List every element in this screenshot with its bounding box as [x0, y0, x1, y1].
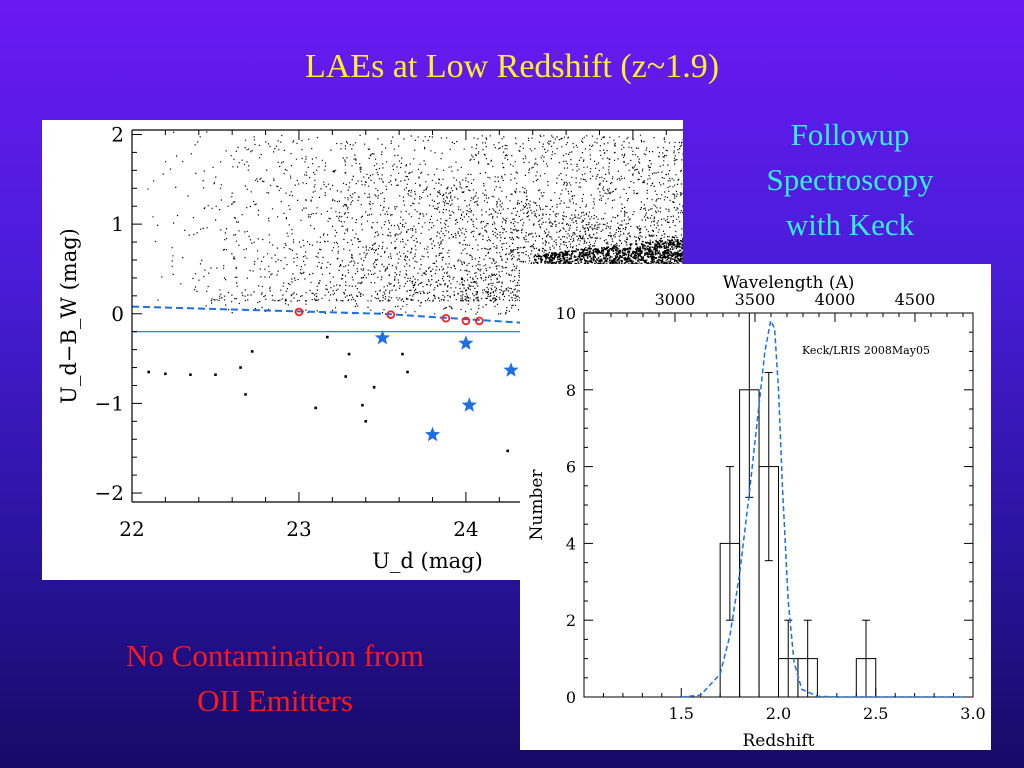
outlier-point — [244, 393, 247, 396]
y-tick-label: −1 — [95, 391, 124, 415]
x-tick-label: 3.0 — [960, 704, 985, 723]
outlier-point — [189, 373, 192, 377]
x-tick-label: 1.5 — [669, 704, 694, 723]
bottom-note-line: OII Emitters — [197, 683, 353, 718]
outlier-point — [364, 420, 368, 423]
y-tick-label: 0 — [566, 688, 576, 707]
bright-outliers — [147, 335, 560, 463]
side-note-line: Spectroscopy — [766, 162, 934, 197]
outlier-point — [401, 352, 404, 356]
lae-star-point — [424, 426, 441, 442]
red-circle-point — [474, 316, 484, 326]
outlier-point — [361, 403, 364, 407]
bottom-note-line: No Contamination from — [126, 638, 424, 673]
y-tick-label: 6 — [566, 458, 576, 477]
outlier-point — [314, 406, 317, 410]
x-tick-label: 22 — [119, 517, 144, 541]
y-tick-label: 4 — [566, 534, 576, 553]
bottom-note: No Contamination from OII Emitters — [60, 633, 490, 723]
x-axis-label: Redshift — [743, 731, 815, 750]
x-tick-label: 2.5 — [863, 704, 888, 723]
top-tick-label: 4500 — [895, 290, 936, 309]
x-tick-label: 24 — [453, 517, 478, 541]
side-note-line: Followup — [790, 117, 910, 152]
red-circle-point — [461, 316, 471, 326]
outlier-point — [147, 370, 150, 374]
outlier-point — [239, 366, 242, 369]
instrument-annotation: Keck/LRIS 2008May05 — [802, 344, 930, 357]
y-tick-label: −2 — [95, 481, 124, 505]
outlier-point — [406, 370, 409, 374]
x-tick-label: 23 — [286, 517, 311, 541]
x-tick-label: 2.0 — [766, 704, 791, 723]
y-tick-label: 8 — [566, 381, 576, 400]
scatter-axes: 22232425210−1−2U_d (mag)U_d−B_W (mag) — [57, 122, 683, 573]
red-circle-point — [441, 313, 451, 323]
top-axis-label: Wavelength (A) — [723, 273, 855, 293]
error-bars — [725, 312, 871, 698]
outlier-point — [372, 385, 376, 389]
top-tick-label: 3000 — [655, 290, 696, 309]
y-tick-label: 10 — [556, 304, 576, 323]
lae-star-point — [458, 335, 474, 350]
y-tick-label: 0 — [111, 302, 124, 326]
y-tick-label: 2 — [566, 611, 576, 630]
outlier-point — [214, 373, 217, 377]
red-circle-point — [386, 310, 396, 319]
y-tick-label: 1 — [111, 212, 124, 236]
outlier-point — [344, 375, 348, 378]
top-tick-label: 3500 — [735, 290, 776, 309]
model-curve-line — [681, 318, 964, 698]
side-note-line: with Keck — [785, 207, 915, 242]
side-note: Followup Spectroscopy with Keck — [735, 112, 965, 247]
histogram-plot: 1.5 2.0 2.5 3.0 0 2 4 6 8 10 3000 3500 4000 4500 Wavel… — [527, 273, 986, 750]
lae-star-point — [461, 397, 477, 412]
y-axis-label: Number — [527, 469, 547, 541]
lae-star-point — [374, 330, 391, 345]
y-axis-label: U_d−B_W (mag) — [57, 228, 81, 404]
outlier-point — [506, 449, 509, 453]
outlier-point — [347, 352, 351, 356]
y-tick-label: 2 — [111, 122, 124, 146]
model-curve — [681, 318, 964, 698]
lae-star-point — [503, 362, 519, 377]
red-circle-point — [294, 307, 304, 317]
field-dots — [147, 131, 683, 367]
slide-title: LAEs at Low Redshift (z~1.9) — [304, 48, 720, 85]
outlier-point — [164, 372, 167, 376]
top-tick-label: 4000 — [815, 290, 856, 309]
outlier-point — [326, 335, 329, 339]
x-axis-label: U_d (mag) — [372, 549, 483, 573]
outlier-point — [250, 350, 254, 353]
histogram-panel: 1.5 2.0 2.5 3.0 0 2 4 6 8 10 3000 3500 4000 4500 Wavel… — [520, 264, 991, 750]
histogram-axes: 1.5 2.0 2.5 3.0 0 2 4 6 8 10 3000 3500 4000 4500 Wavel… — [527, 273, 986, 750]
